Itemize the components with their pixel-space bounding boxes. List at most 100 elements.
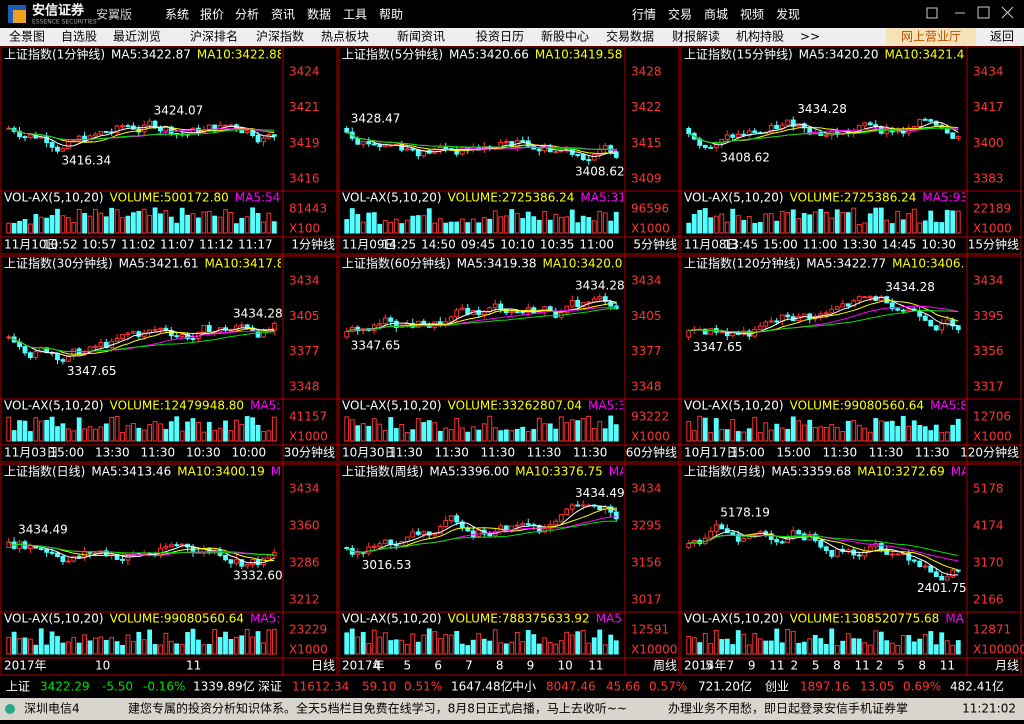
vol-vol_ma5: MA5:3980 [588, 399, 649, 413]
menu-item[interactable]: 工具 [343, 8, 367, 22]
volume-bar [713, 215, 719, 234]
time-label: 15:00 [730, 446, 765, 460]
volume-bar [768, 429, 774, 442]
period-label: 5分钟线 [633, 237, 677, 252]
volume-bar [520, 218, 526, 234]
menu-item[interactable]: 交易 [668, 7, 692, 22]
vol-unit: X1000 [973, 222, 1012, 236]
header-ma20: MA20: [609, 465, 647, 479]
candle-body [867, 546, 873, 552]
volume-bar [691, 213, 697, 234]
candle-body [950, 319, 956, 327]
volume-bar [597, 421, 603, 442]
header-title: 上证指数(15分钟线) [684, 47, 793, 62]
candle-body [867, 296, 873, 299]
toolbar [0, 28, 1024, 46]
time-label: 13:45 [724, 238, 759, 252]
volume-bar [878, 420, 884, 442]
header: 上证指数(月线) MA5:3359.68 MA10:3272.69 MA20 VOL-A… [684, 464, 965, 626]
back-button[interactable]: 返回 [990, 30, 1014, 44]
low-annotation: 3016.53 [362, 558, 412, 572]
menu-item[interactable]: 发现 [776, 7, 800, 22]
minimize[interactable] [926, 7, 938, 19]
candle-body [763, 321, 769, 327]
volume-bar [448, 634, 454, 655]
volume-bar [889, 642, 895, 655]
volume-bar [271, 628, 277, 655]
time-label: 5 [812, 659, 820, 673]
status-pct: -0.16% [143, 680, 185, 694]
toolbar-tab[interactable]: 财报解读 [672, 29, 720, 44]
toolbar-tab[interactable]: 沪深指数 [256, 29, 304, 44]
volume-bar [779, 210, 785, 234]
toolbar-tab[interactable]: >> [800, 30, 820, 44]
toolbar-tab[interactable]: 机构持股 [736, 29, 784, 44]
volume-bar [49, 215, 55, 234]
close[interactable] [1001, 6, 1014, 19]
toolbar-tab[interactable]: 热点板块 [321, 30, 369, 44]
candle-body [768, 533, 774, 540]
volume-bar [404, 431, 410, 442]
volume-bar [591, 220, 597, 234]
candle-body [735, 534, 741, 542]
time-label: 2 [876, 659, 884, 673]
time-label: 11:30 [388, 446, 423, 460]
toolbar-tab[interactable]: 投资日历 [476, 29, 524, 44]
low-annotation: 3416.34 [61, 153, 111, 167]
toolbar-tab[interactable]: 沪深排名 [190, 29, 238, 44]
menu-item[interactable]: 系统 [165, 8, 189, 22]
volume-bar [801, 213, 807, 234]
volume-bar [774, 220, 780, 234]
candle-body [255, 134, 261, 143]
candle-body [448, 515, 454, 521]
moving-average [346, 307, 617, 333]
volume-bar [65, 217, 71, 234]
menu-item[interactable]: 视频 [740, 7, 764, 22]
menu-item[interactable]: 行情 [632, 8, 656, 22]
vol-unit: X1000 [631, 430, 670, 444]
header-ma10: MA10:3406.24 [892, 257, 980, 271]
header: 上证指数(周线) MA5:3396.00 MA10:3376.75 MA20: VOL-… [342, 464, 647, 626]
menu-item[interactable]: 报价 [200, 7, 224, 22]
candle-body [120, 558, 125, 561]
candle-body [955, 325, 961, 331]
volume-bar [355, 425, 361, 442]
volume-bar [147, 214, 153, 234]
toolbar-tab[interactable]: 交易数据 [606, 29, 654, 44]
menu-item[interactable]: 数据 [307, 7, 331, 22]
volume-bar [179, 430, 185, 442]
vol-volume: VOLUME:500172.80 [110, 191, 229, 205]
candle-body [27, 352, 33, 359]
menu-item[interactable]: 资讯 [271, 8, 295, 22]
volume-bar [470, 639, 476, 655]
menu-item[interactable]: 帮助 [379, 8, 403, 22]
price-label: 3421 [289, 100, 320, 114]
service-button[interactable]: 网上营业厅 [901, 30, 961, 44]
menu-item[interactable]: 分析 [235, 8, 259, 22]
toolbar-tab[interactable]: 全景图 [9, 29, 45, 44]
volume-bar [22, 218, 28, 234]
volume-bar [371, 212, 377, 234]
price-label: 3434 [973, 274, 1004, 288]
toolbar-tab[interactable]: 新闻资讯 [397, 29, 445, 44]
maximize[interactable] [977, 6, 990, 19]
volume-bar [261, 430, 266, 442]
candle-body [862, 550, 868, 557]
time-label: 9 [527, 659, 535, 673]
candle-body [250, 559, 256, 565]
volume-bar [410, 429, 416, 442]
volume-bar [393, 428, 399, 442]
candle-body [741, 133, 747, 136]
volume-bar [933, 424, 939, 442]
toolbar-tab[interactable]: 自选股 [61, 30, 97, 44]
toolbar-tab[interactable]: 新股中心 [541, 29, 589, 44]
menu-item[interactable]: 商城 [704, 7, 728, 22]
volume-bar [708, 432, 714, 442]
toolbar-tab[interactable]: 最近浏览 [113, 29, 161, 44]
volume-bar [608, 415, 614, 442]
header: 上证指数(日线) MA5:3413.46 MA10:3400.19 MA VOL-AX(… [4, 464, 281, 626]
volume-bar [114, 415, 120, 442]
volume-bar [217, 637, 223, 655]
candle-body [575, 504, 581, 507]
volume-bar [250, 636, 256, 655]
